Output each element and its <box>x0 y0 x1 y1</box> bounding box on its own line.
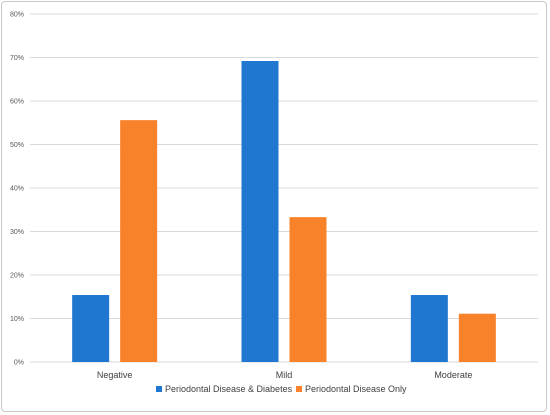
y-tick-label: 70% <box>10 55 24 62</box>
x-category-label: Negative <box>97 370 133 380</box>
gridlines <box>30 13 538 363</box>
x-category-label: Mild <box>276 370 293 380</box>
y-tick-label: 0% <box>14 360 24 367</box>
y-tick-label: 30% <box>10 229 24 236</box>
y-tick-label: 40% <box>10 186 24 193</box>
legend-swatch <box>156 386 162 392</box>
x-category-label: Moderate <box>434 370 472 380</box>
y-tick-label: 80% <box>10 12 24 19</box>
bar <box>120 120 158 362</box>
y-tick-label: 50% <box>10 142 24 149</box>
y-tick-label: 10% <box>10 316 24 323</box>
bars <box>72 60 496 362</box>
bar <box>458 313 496 362</box>
bar <box>241 60 279 362</box>
legend-label: Periodontal Disease Only <box>305 384 407 394</box>
bar <box>72 295 110 362</box>
x-axis-category-labels: Negative Mild Moderate <box>97 370 472 380</box>
legend: Periodontal Disease & Diabetes Periodonta… <box>156 384 407 394</box>
legend-swatch <box>296 386 302 392</box>
bar <box>289 217 327 362</box>
legend-label: Periodontal Disease & Diabetes <box>165 384 293 394</box>
bar <box>410 295 448 362</box>
y-tick-label: 60% <box>10 99 24 106</box>
y-tick-label: 20% <box>10 273 24 280</box>
y-axis-tick-labels: 0% 10% 20% 30% 40% 50% 60% 70% 80% <box>10 12 24 367</box>
